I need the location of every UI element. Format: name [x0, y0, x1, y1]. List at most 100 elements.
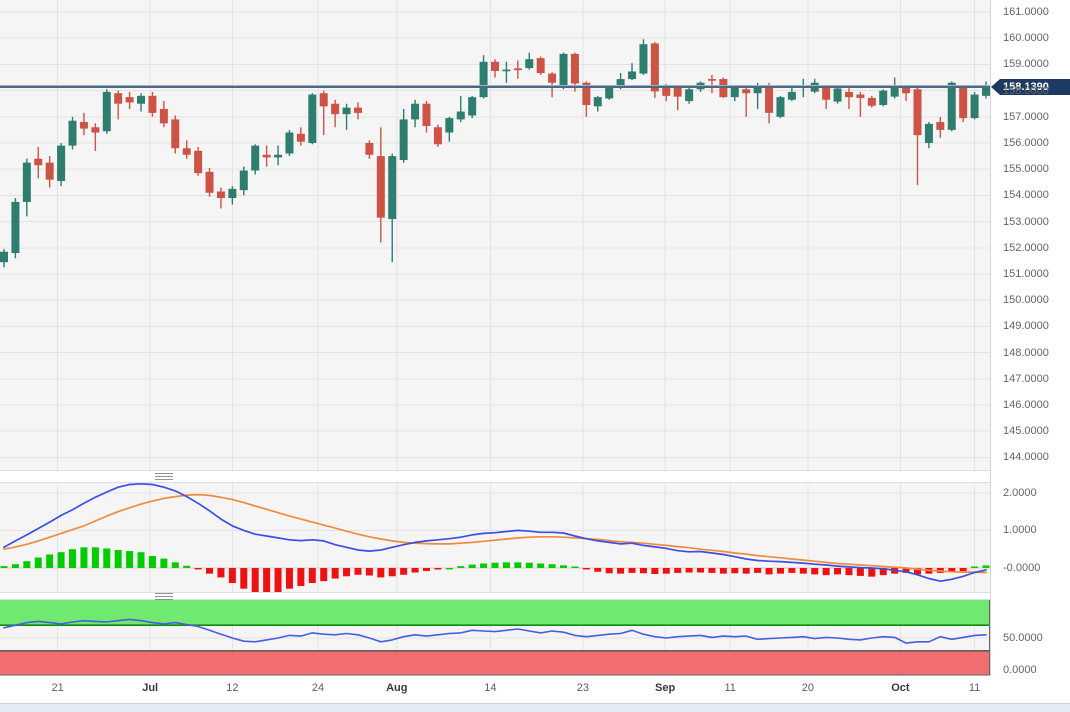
- candle[interactable]: [148, 95, 157, 113]
- candle[interactable]: [182, 148, 191, 155]
- candle[interactable]: [239, 170, 248, 191]
- macd-histogram-bar: [194, 568, 202, 570]
- candle[interactable]: [536, 58, 545, 74]
- candle[interactable]: [662, 85, 671, 96]
- candle[interactable]: [548, 73, 557, 83]
- candle[interactable]: [593, 97, 602, 107]
- candle[interactable]: [970, 94, 979, 119]
- candle[interactable]: [582, 82, 591, 106]
- candle[interactable]: [422, 103, 431, 126]
- candle[interactable]: [11, 201, 20, 254]
- candle[interactable]: [730, 87, 739, 98]
- candle[interactable]: [833, 88, 842, 102]
- panel-divider-macd[interactable]: [0, 470, 990, 483]
- candle[interactable]: [844, 91, 853, 98]
- candle[interactable]: [251, 145, 260, 171]
- candle[interactable]: [468, 97, 477, 116]
- candle[interactable]: [605, 86, 614, 99]
- candle[interactable]: [456, 111, 465, 120]
- panel-resize-grip-icon[interactable]: [155, 593, 173, 600]
- candle[interactable]: [491, 61, 499, 71]
- candle[interactable]: [936, 122, 945, 130]
- candle[interactable]: [742, 89, 751, 94]
- candle[interactable]: [285, 132, 294, 154]
- candle[interactable]: [685, 89, 694, 102]
- time-axis-month-label: Oct: [891, 682, 910, 694]
- candle[interactable]: [114, 93, 123, 104]
- macd-histogram-bar: [206, 568, 214, 574]
- price-axis[interactable]: 158.1390 161.0000 160.0000 159.0000 158.000…: [990, 0, 1070, 676]
- candle[interactable]: [902, 87, 911, 94]
- candle[interactable]: [331, 103, 340, 115]
- candle[interactable]: [650, 43, 659, 92]
- candle[interactable]: [22, 162, 31, 202]
- candle[interactable]: [879, 90, 888, 106]
- candle[interactable]: [479, 61, 488, 98]
- candle[interactable]: [890, 86, 899, 97]
- candle[interactable]: [959, 86, 968, 119]
- candle[interactable]: [411, 103, 420, 120]
- candle[interactable]: [639, 44, 648, 74]
- candle[interactable]: [353, 107, 362, 113]
- candle[interactable]: [399, 119, 408, 161]
- candle[interactable]: [102, 91, 111, 132]
- candle[interactable]: [171, 119, 180, 149]
- candle[interactable]: [822, 86, 831, 100]
- price-axis-label: 158.0000: [1003, 84, 1049, 97]
- candle[interactable]: [616, 79, 625, 87]
- candle[interactable]: [137, 95, 146, 104]
- candle[interactable]: [673, 86, 682, 97]
- candle[interactable]: [776, 97, 785, 117]
- candle[interactable]: [913, 89, 922, 136]
- panel-resize-grip-icon[interactable]: [155, 473, 173, 480]
- candle[interactable]: [194, 150, 203, 174]
- candle[interactable]: [91, 127, 100, 133]
- candle[interactable]: [628, 71, 637, 80]
- candle[interactable]: [719, 79, 728, 98]
- candle[interactable]: [856, 94, 865, 98]
- candle[interactable]: [559, 53, 568, 87]
- candle[interactable]: [502, 69, 511, 72]
- candle[interactable]: [274, 154, 283, 158]
- candle[interactable]: [57, 145, 66, 181]
- candle[interactable]: [947, 82, 956, 130]
- candle[interactable]: [513, 68, 522, 71]
- candle[interactable]: [34, 158, 43, 166]
- time-axis[interactable]: 21 Jul 12 24 Aug 14 23 Sep 11 20 Oct 11: [0, 676, 1070, 702]
- candle[interactable]: [308, 94, 317, 143]
- candle[interactable]: [79, 122, 88, 129]
- candle[interactable]: [68, 120, 77, 146]
- candle[interactable]: [342, 107, 351, 115]
- candle[interactable]: [445, 118, 454, 133]
- candle[interactable]: [867, 97, 876, 106]
- candle[interactable]: [570, 53, 579, 84]
- candle[interactable]: [205, 171, 214, 193]
- macd-histogram-bar: [799, 568, 807, 574]
- candle[interactable]: [433, 127, 442, 145]
- rsi-axis-label: 0.0000: [1003, 664, 1037, 676]
- candle[interactable]: [376, 156, 385, 218]
- panel-divider-rsi[interactable]: [0, 592, 990, 600]
- candle[interactable]: [765, 87, 774, 113]
- candle[interactable]: [982, 86, 990, 96]
- candle[interactable]: [159, 108, 168, 124]
- candle[interactable]: [787, 91, 796, 100]
- macd-histogram-bar: [217, 568, 225, 578]
- candle[interactable]: [365, 143, 374, 155]
- macd-histogram-bar: [137, 552, 145, 568]
- candle[interactable]: [262, 154, 271, 158]
- candle[interactable]: [45, 162, 54, 180]
- candle[interactable]: [0, 251, 8, 263]
- candle[interactable]: [924, 123, 933, 143]
- candle[interactable]: [319, 93, 328, 107]
- candle[interactable]: [125, 97, 134, 103]
- candle[interactable]: [753, 86, 762, 94]
- candle[interactable]: [525, 59, 534, 69]
- candle[interactable]: [228, 188, 237, 199]
- candle[interactable]: [707, 79, 716, 81]
- candle[interactable]: [388, 156, 397, 219]
- candle[interactable]: [216, 191, 225, 199]
- candle[interactable]: [296, 133, 305, 142]
